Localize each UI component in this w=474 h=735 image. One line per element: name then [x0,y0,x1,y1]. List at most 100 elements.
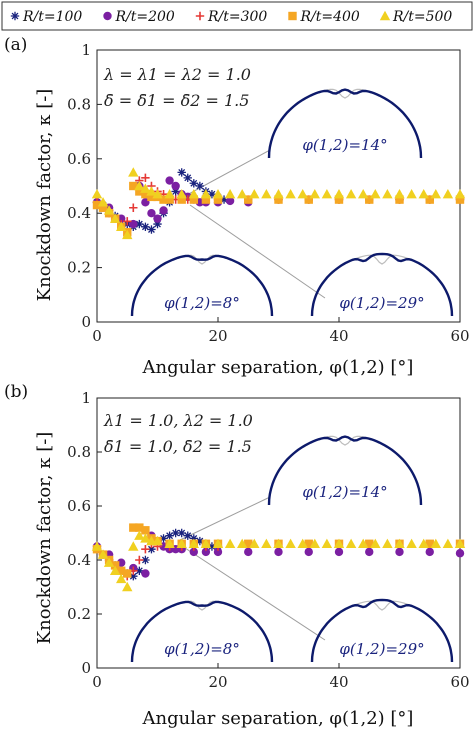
legend-marker-4 [288,11,297,21]
data-point [153,214,162,223]
plot-frame [96,397,461,669]
data-point [159,206,168,215]
annotation-b-line2: δ̄1 = 1.0, δ̄2 = 1.5 [104,437,252,456]
data-point [176,538,187,548]
panel-label-b: (b) [4,382,28,402]
data-point [141,222,150,231]
inset-leader-line [179,496,271,541]
data-point [212,188,224,199]
data-point [135,523,144,532]
data-point [207,189,217,199]
series-r-t-500 [91,530,466,592]
data-point [454,538,466,548]
y-tick-label: 0.8 [67,95,91,113]
legend-label-4: R/t=400 [300,9,360,25]
data-point [97,549,109,559]
legend-marker-1 [10,11,20,21]
data-point [304,539,313,548]
annotation-b-line1: λ1 = 1.0, λ2 = 1.0 [103,411,253,430]
data-point [195,181,205,191]
data-point [195,536,205,546]
data-point [285,188,296,199]
data-point [141,569,150,578]
data-point [297,188,308,199]
data-point [200,188,212,199]
data-point [183,531,192,540]
y-tick-label: 0.2 [67,259,91,277]
panel-b: (b) Knockdown factor, κ [-] Angular sepa… [4,382,470,729]
data-point [147,225,156,234]
data-point [212,538,224,548]
y-tick-label: 0.4 [67,551,91,569]
data-point [225,196,235,206]
y-tick-label: 1 [81,389,91,407]
data-point [365,195,374,204]
inset-shell-profile [267,435,423,506]
data-point [455,549,465,558]
data-point [244,547,253,557]
data-point [201,195,211,204]
data-point [140,533,151,543]
data-point [333,188,345,199]
y-tick-label: 0 [81,313,91,331]
data-point [358,538,369,548]
data-point [189,179,198,188]
inset-shell-profile [130,254,274,317]
data-point [134,180,145,191]
data-point [425,195,434,204]
data-point [237,188,248,199]
data-point [430,538,441,548]
data-point [171,187,180,196]
legend-label-1: R/t=100 [22,9,82,25]
data-point [394,188,405,199]
data-point [129,181,138,191]
data-point [244,539,253,548]
data-point [309,538,320,548]
inset-b-caption-14: φ(1,2)=14° [302,483,387,501]
plot-frame [96,49,461,323]
data-point [365,539,374,548]
data-point [159,534,168,543]
data-point [147,545,156,554]
data-point [321,188,333,199]
data-point [430,188,441,199]
data-point [141,545,150,554]
data-point [207,542,217,551]
data-point [110,561,120,570]
data-point [141,555,150,565]
data-point [165,195,174,204]
data-point [92,200,102,210]
data-point [274,547,283,557]
inset-shell-profile [130,600,274,663]
data-point [382,538,393,548]
data-point [406,188,417,199]
data-point [334,547,344,557]
data-point [189,534,198,543]
x-tick-label: 0 [92,673,102,691]
data-point [333,538,345,548]
data-point [395,547,404,557]
data-point [165,531,174,540]
x-tick-label: 20 [208,673,227,691]
data-point [219,195,229,204]
x-axis-label-a: Angular separation, φ(1,2) [°] [142,357,414,378]
y-tick-label: 0.6 [67,497,91,515]
data-point [297,538,308,548]
data-point [406,538,417,548]
inset-b-caption-8: φ(1,2)=8° [164,640,240,658]
data-point [135,219,144,229]
data-point [455,195,465,204]
data-point [177,195,186,204]
annotation-a-line1: λ = λ1 = λ2 = 1.0 [103,65,251,84]
data-point [103,557,115,567]
data-point [128,167,139,177]
data-point [98,203,108,212]
data-point [183,173,192,183]
y-tick-label: 1 [81,41,91,59]
annotation-a-line2: δ̄ = δ̄1 = δ̄2 = 1.5 [104,91,249,110]
data-point [146,186,157,196]
data-point [224,538,236,548]
data-point [135,187,144,196]
panel-label-a: (a) [4,35,27,55]
y-axis-label-b: Knockdown factor, κ [-] [34,432,55,645]
